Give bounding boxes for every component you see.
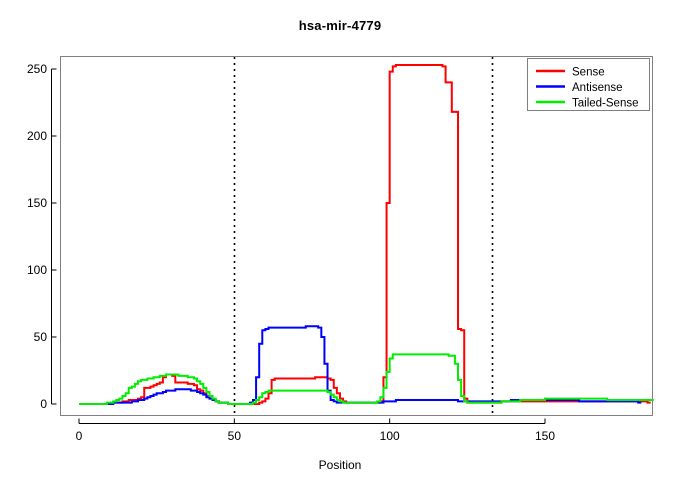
y-axis-tick-label: 250 bbox=[27, 62, 47, 76]
plot-frame bbox=[60, 56, 653, 416]
chart-title: hsa-mir-4779 bbox=[298, 18, 382, 33]
plot-border bbox=[60, 56, 653, 416]
y-axis-tick-label: 100 bbox=[27, 263, 47, 277]
annotation-vlines bbox=[233, 57, 494, 414]
x-axis-tick-label: 50 bbox=[228, 429, 242, 443]
data-series bbox=[79, 63, 654, 405]
legend-label-tailed-sense: Tailed-Sense bbox=[572, 98, 638, 110]
y-axis-tick-label: 200 bbox=[27, 129, 47, 143]
legend-label-antisense: Antisense bbox=[572, 82, 623, 94]
x-axis-label: Position bbox=[318, 458, 362, 472]
series-line-tailed-sense bbox=[79, 353, 654, 405]
series-line-antisense bbox=[79, 325, 642, 405]
y-axis-tick-label: 150 bbox=[27, 196, 47, 210]
y-axis-tick-label: 0 bbox=[40, 397, 47, 411]
legend-label-sense: Sense bbox=[572, 67, 605, 79]
x-axis-tick-label: 0 bbox=[76, 429, 83, 443]
chart-legend: Sense Antisense Tailed-Sense bbox=[527, 58, 650, 111]
series-line-sense bbox=[79, 63, 651, 405]
x-axis-tick-label: 150 bbox=[535, 429, 555, 443]
x-axis-tick-label: 100 bbox=[380, 429, 400, 443]
axes: 0 50 100 150 200 250 0 50 100 150 bbox=[27, 62, 555, 443]
y-axis-tick-label: 50 bbox=[34, 330, 48, 344]
